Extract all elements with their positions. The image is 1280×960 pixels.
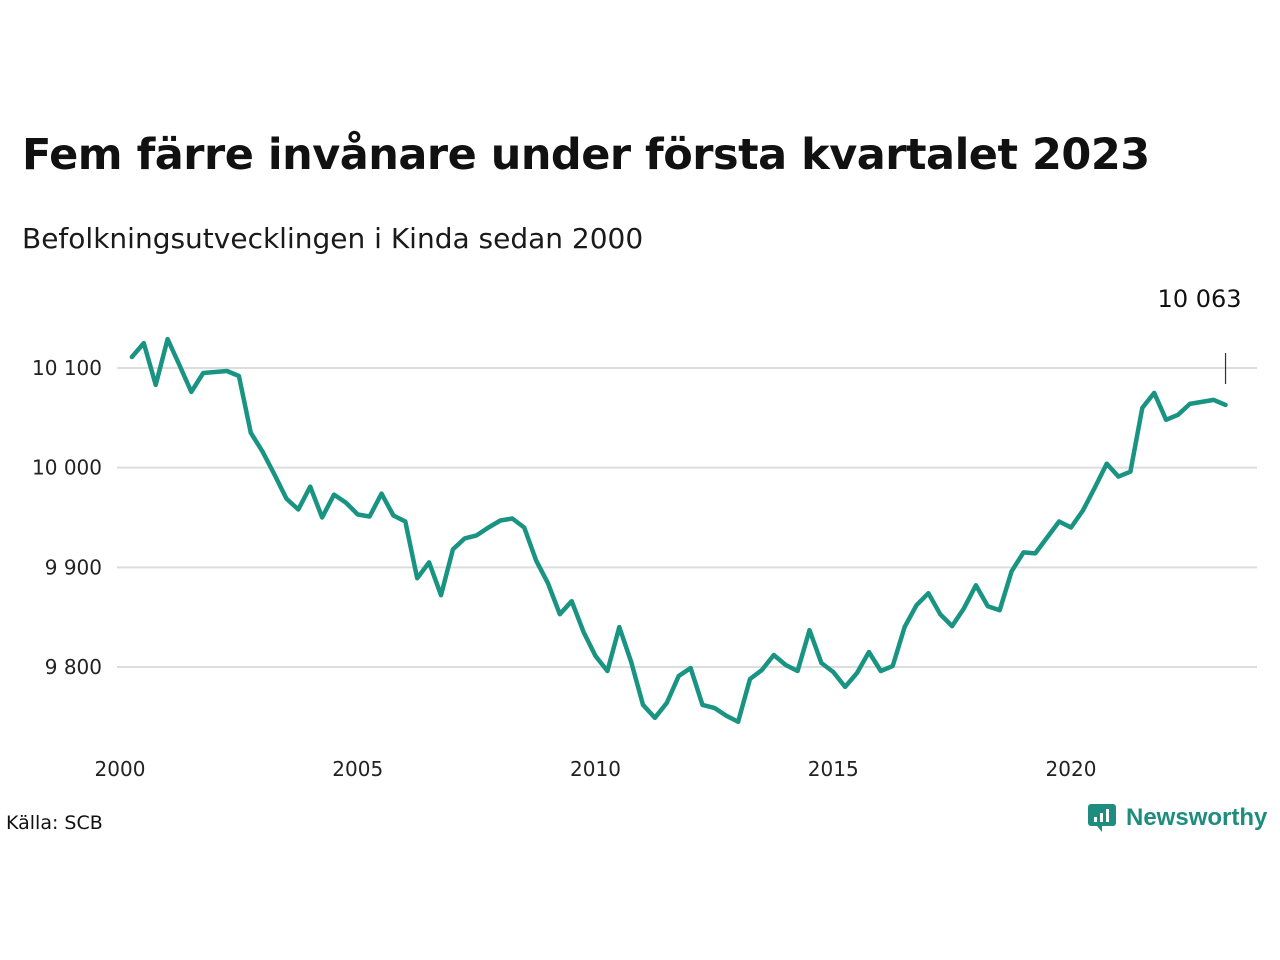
chart-subtitle: Befolkningsutvecklingen i Kinda sedan 20… [22,222,644,255]
x-tick-label: 2015 [808,757,859,781]
newsworthy-logo-icon [1088,804,1116,832]
chart-title: Fem färre invånare under första kvartale… [22,130,1150,180]
x-tick-label: 2020 [1046,757,1097,781]
x-tick-label: 2010 [570,757,621,781]
y-tick-label: 9 900 [45,555,102,579]
x-tick-label: 2005 [332,757,383,781]
y-tick-label: 9 800 [45,655,102,679]
end-value-label: 10 063 [1158,285,1242,313]
y-tick-label: 10 000 [32,456,102,480]
source-note: Källa: SCB [6,812,103,834]
series-line [129,336,1228,725]
x-tick-label: 2000 [95,757,146,781]
brand-logo: Newsworthy [1088,804,1267,832]
brand-name: Newsworthy [1126,804,1268,831]
y-tick-label: 10 100 [32,356,102,380]
